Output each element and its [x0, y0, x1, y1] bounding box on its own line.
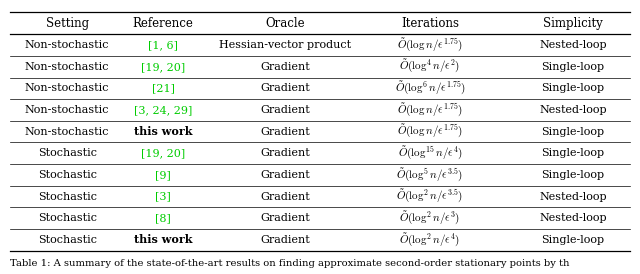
Text: Non-stochastic: Non-stochastic: [25, 62, 109, 72]
Text: Non-stochastic: Non-stochastic: [25, 83, 109, 93]
Text: Single-loop: Single-loop: [541, 83, 604, 93]
Text: Nested-loop: Nested-loop: [539, 192, 607, 202]
Text: Gradient: Gradient: [260, 213, 310, 223]
Text: Gradient: Gradient: [260, 83, 310, 93]
Text: Single-loop: Single-loop: [541, 62, 604, 72]
Text: this work: this work: [134, 126, 193, 137]
Text: [19, 20]: [19, 20]: [141, 148, 186, 158]
Text: Stochastic: Stochastic: [38, 170, 97, 180]
Text: Non-stochastic: Non-stochastic: [25, 105, 109, 115]
Text: Table 1: A summary of the state-of-the-art results on finding approximate second: Table 1: A summary of the state-of-the-a…: [10, 259, 569, 267]
Text: [3]: [3]: [156, 192, 171, 202]
Text: Stochastic: Stochastic: [38, 213, 97, 223]
Text: Gradient: Gradient: [260, 148, 310, 158]
Text: [3, 24, 29]: [3, 24, 29]: [134, 105, 193, 115]
Text: $\tilde{O}(\log^2 n/\epsilon^{3.5})$: $\tilde{O}(\log^2 n/\epsilon^{3.5})$: [396, 188, 464, 205]
Text: Simplicity: Simplicity: [543, 17, 603, 30]
Text: [1, 6]: [1, 6]: [148, 40, 178, 50]
Text: [9]: [9]: [156, 170, 171, 180]
Text: Single-loop: Single-loop: [541, 148, 604, 158]
Text: $\tilde{O}(\log^5 n/\epsilon^{3.5})$: $\tilde{O}(\log^5 n/\epsilon^{3.5})$: [396, 166, 464, 184]
Text: Single-loop: Single-loop: [541, 235, 604, 245]
Text: Single-loop: Single-loop: [541, 127, 604, 137]
Text: Nested-loop: Nested-loop: [539, 40, 607, 50]
Text: Gradient: Gradient: [260, 62, 310, 72]
Text: Gradient: Gradient: [260, 235, 310, 245]
Text: $\tilde{O}(\log^6 n/\epsilon^{1.75})$: $\tilde{O}(\log^6 n/\epsilon^{1.75})$: [394, 80, 466, 97]
Text: $\tilde{O}(\log n/\epsilon^{1.75})$: $\tilde{O}(\log n/\epsilon^{1.75})$: [397, 101, 463, 119]
Text: [8]: [8]: [156, 213, 171, 223]
Text: Nested-loop: Nested-loop: [539, 213, 607, 223]
Text: $\tilde{O}(\log^2 n/\epsilon^{4})$: $\tilde{O}(\log^2 n/\epsilon^{4})$: [399, 231, 461, 249]
Text: $\tilde{O}(\log^4 n/\epsilon^{2})$: $\tilde{O}(\log^4 n/\epsilon^{2})$: [399, 58, 461, 75]
Text: Setting: Setting: [45, 17, 89, 30]
Text: this work: this work: [134, 234, 193, 246]
Text: Reference: Reference: [132, 17, 194, 30]
Text: Gradient: Gradient: [260, 170, 310, 180]
Text: Gradient: Gradient: [260, 105, 310, 115]
Text: Nested-loop: Nested-loop: [539, 105, 607, 115]
Text: $\tilde{O}(\log^{15} n/\epsilon^{4})$: $\tilde{O}(\log^{15} n/\epsilon^{4})$: [397, 145, 463, 162]
Text: Stochastic: Stochastic: [38, 148, 97, 158]
Text: Non-stochastic: Non-stochastic: [25, 127, 109, 137]
Text: $\tilde{O}(\log^2 n/\epsilon^{3})$: $\tilde{O}(\log^2 n/\epsilon^{3})$: [399, 210, 461, 227]
Text: Gradient: Gradient: [260, 127, 310, 137]
Text: Oracle: Oracle: [265, 17, 305, 30]
Text: Iterations: Iterations: [401, 17, 459, 30]
Text: $\tilde{O}(\log n/\epsilon^{1.75})$: $\tilde{O}(\log n/\epsilon^{1.75})$: [397, 123, 463, 140]
Text: Non-stochastic: Non-stochastic: [25, 40, 109, 50]
Text: Stochastic: Stochastic: [38, 192, 97, 202]
Text: $\tilde{O}(\log n/\epsilon^{1.75})$: $\tilde{O}(\log n/\epsilon^{1.75})$: [397, 36, 463, 54]
Text: Stochastic: Stochastic: [38, 235, 97, 245]
Text: Hessian-vector product: Hessian-vector product: [219, 40, 351, 50]
Text: Gradient: Gradient: [260, 192, 310, 202]
Text: [21]: [21]: [152, 83, 175, 93]
Text: Single-loop: Single-loop: [541, 170, 604, 180]
Text: [19, 20]: [19, 20]: [141, 62, 186, 72]
